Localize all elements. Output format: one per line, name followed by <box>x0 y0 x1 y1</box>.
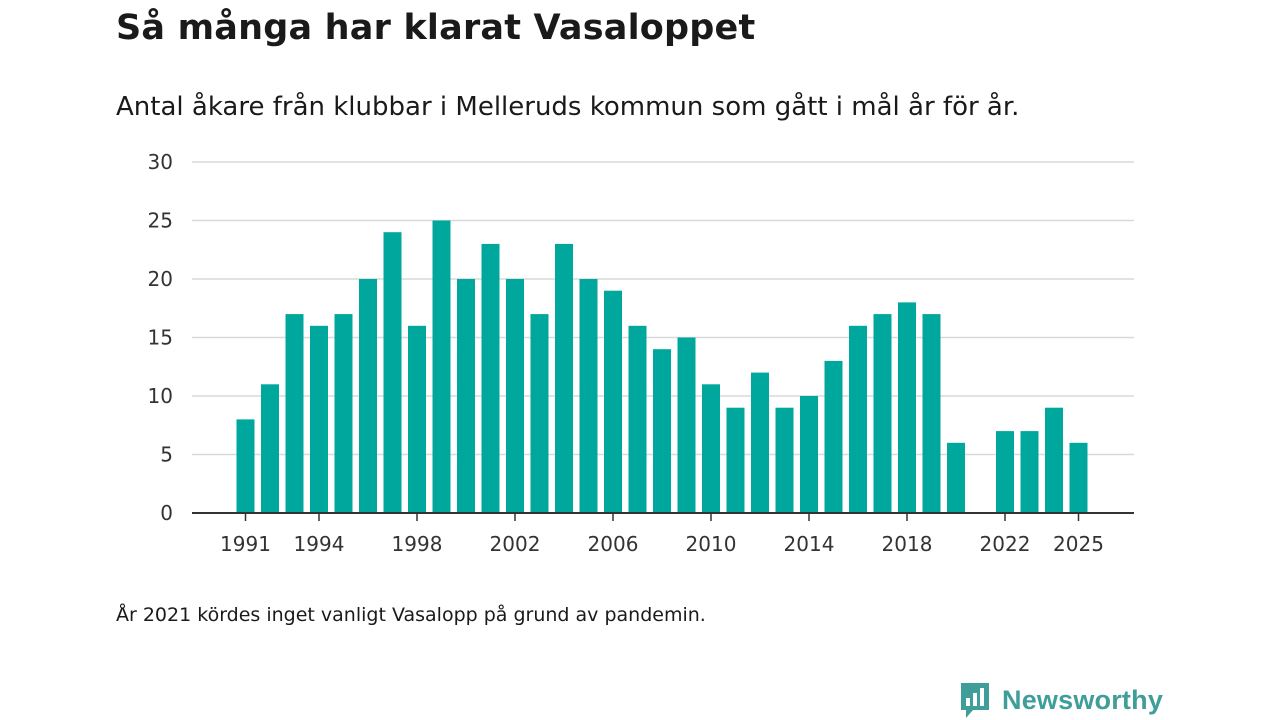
footnote: År 2021 kördes inget vanligt Vasalopp på… <box>116 604 706 626</box>
x-tick-label: 1994 <box>294 532 345 556</box>
y-tick-label: 0 <box>160 501 173 525</box>
bar-2024 <box>1045 407 1063 513</box>
bar-2001 <box>481 243 500 513</box>
y-axis-ticks: 0 5 10 15 20 25 30 <box>148 150 173 525</box>
x-tick-label: 2022 <box>980 532 1031 556</box>
bar-1994 <box>310 325 328 513</box>
bar-2013 <box>775 407 794 513</box>
bar-2025 <box>1069 442 1088 513</box>
bar-2000 <box>457 279 475 513</box>
y-tick-label: 25 <box>148 209 173 233</box>
y-tick-label: 5 <box>160 443 173 467</box>
bar-2007 <box>628 325 647 513</box>
bar-2004 <box>555 243 573 513</box>
x-tick-label: 2006 <box>588 532 639 556</box>
x-axis-ticks: 1991 1994 1998 2002 2006 2010 2014 2018 2022 2025 <box>220 513 1104 556</box>
bar-2006 <box>604 290 622 513</box>
x-tick-label: 1998 <box>392 532 443 556</box>
bar-2015 <box>824 360 843 513</box>
bar-1993 <box>285 314 304 513</box>
bar-2022 <box>996 431 1014 513</box>
newsworthy-logo-icon <box>961 683 989 718</box>
bar-1995 <box>334 314 353 513</box>
bar-1998 <box>408 325 426 513</box>
bar-2009 <box>677 337 696 513</box>
y-tick-label: 15 <box>148 326 173 350</box>
bar-2014 <box>800 396 818 513</box>
bar-2018 <box>898 302 916 513</box>
bar-1996 <box>359 279 377 513</box>
bar-1999 <box>432 220 451 513</box>
x-tick-label: 1991 <box>220 532 271 556</box>
bar-2002 <box>506 279 524 513</box>
bar-1997 <box>383 232 402 513</box>
bar-2020 <box>947 442 965 513</box>
bar-2012 <box>751 372 769 513</box>
bars <box>236 220 1088 513</box>
bar-2003 <box>530 314 549 513</box>
bar-2016 <box>849 325 867 513</box>
y-tick-label: 30 <box>148 150 173 174</box>
bar-2005 <box>579 279 598 513</box>
bar-2017 <box>873 314 892 513</box>
brand-logo: Newsworthy <box>958 680 1163 720</box>
x-tick-label: 2014 <box>784 532 835 556</box>
x-tick-label: 2010 <box>686 532 737 556</box>
bar-2010 <box>702 384 720 513</box>
bar-1992 <box>261 384 279 513</box>
y-tick-label: 20 <box>148 267 173 291</box>
bar-1991 <box>236 419 255 513</box>
bar-2023 <box>1020 431 1039 513</box>
x-tick-label: 2002 <box>490 532 541 556</box>
x-tick-label: 2025 <box>1053 532 1104 556</box>
y-tick-label: 10 <box>148 384 173 408</box>
bar-2011 <box>726 407 745 513</box>
brand-name: Newsworthy <box>1002 684 1164 715</box>
chart-subtitle: Antal åkare från klubbar i Melleruds kom… <box>116 92 1020 122</box>
bar-2008 <box>653 349 671 513</box>
bar-2019 <box>922 314 941 513</box>
chart-title: Så många har klarat Vasaloppet <box>116 8 756 48</box>
x-tick-label: 2018 <box>882 532 933 556</box>
